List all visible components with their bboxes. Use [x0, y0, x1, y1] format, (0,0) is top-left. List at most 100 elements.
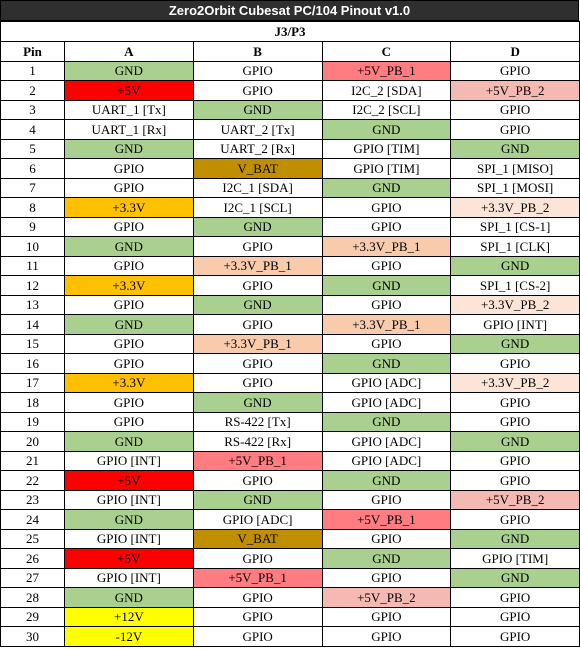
pin-cell-c: +3.3V_PB_1 [321, 236, 452, 257]
pin-cell-c: GPIO [TIM] [321, 138, 452, 159]
pin-cell-b: GPIO [192, 626, 323, 647]
pin-cell-d: SPI_1 [MISO] [450, 158, 580, 179]
pin-cell-a: UART_1 [Tx] [64, 99, 194, 120]
pin-cell-c: GPIO [ADC] [321, 431, 452, 452]
pin-cell-a: GPIO [INT] [64, 450, 194, 471]
pin-cell-c: +5V_PB_2 [321, 587, 452, 608]
pin-cell-c: +5V_PB_1 [321, 509, 452, 530]
pin-cell-d: GPIO [TIM] [450, 548, 580, 569]
pin-number: 5 [0, 138, 65, 159]
pin-cell-b: +3.3V_PB_1 [192, 333, 323, 354]
pin-cell-d: GND [450, 333, 580, 354]
pin-cell-b: +3.3V_PB_1 [192, 255, 323, 276]
pin-number: 21 [0, 450, 65, 471]
table-row: 26 +5V GPIO GND GPIO [TIM] [0, 548, 580, 569]
table-row: 21 GPIO [INT] +5V_PB_1 GPIO [ADC] GPIO [0, 450, 580, 471]
pin-cell-c: GPIO [321, 255, 452, 276]
table-row: 29 +12V GPIO GPIO GPIO [0, 606, 580, 627]
pin-cell-d: GND [450, 431, 580, 452]
pin-cell-a: GPIO [64, 411, 194, 432]
pin-cell-c: GPIO [TIM] [321, 158, 452, 179]
pin-cell-d: GPIO [450, 392, 580, 413]
pin-cell-d: GPIO [450, 626, 580, 647]
table-row: 7 GPIO I2C_1 [SDA] GND SPI_1 [MOSI] [0, 177, 580, 198]
pin-cell-c: GPIO [ADC] [321, 392, 452, 413]
pin-cell-b: UART_2 [Rx] [192, 138, 323, 159]
pin-cell-b: GND [192, 489, 323, 510]
column-header-row: Pin A B C D [0, 41, 580, 62]
pin-cell-c: GND [321, 119, 452, 140]
pin-cell-b: GPIO [192, 587, 323, 608]
table-row: 27 GPIO [INT] +5V_PB_1 GPIO GND [0, 567, 580, 588]
pin-cell-c: GPIO [321, 489, 452, 510]
pin-cell-c: GND [321, 470, 452, 491]
pin-cell-b: UART_2 [Tx] [192, 119, 323, 140]
pin-cell-a: GPIO [64, 333, 194, 354]
pin-number: 24 [0, 509, 65, 530]
table-row: 24 GND GPIO [ADC] +5V_PB_1 GPIO [0, 509, 580, 530]
pin-cell-c: GPIO [ADC] [321, 372, 452, 393]
pin-cell-b: GPIO [192, 353, 323, 374]
pin-cell-c: GPIO [321, 606, 452, 627]
pin-cell-a: GPIO [64, 216, 194, 237]
pin-cell-c: GND [321, 411, 452, 432]
pin-cell-b: V_BAT [192, 158, 323, 179]
table-row: 14 GND GPIO +3.3V_PB_1 GPIO [INT] [0, 314, 580, 335]
pin-cell-d: GND [450, 255, 580, 276]
table-row: 17 +3.3V GPIO GPIO [ADC] +3.3V_PB_2 [0, 372, 580, 393]
table-row: 10 GND GPIO +3.3V_PB_1 SPI_1 [CLK] [0, 236, 580, 257]
pin-cell-d: +5V_PB_2 [450, 80, 580, 101]
table-row: 20 GND RS-422 [Rx] GPIO [ADC] GND [0, 431, 580, 452]
pin-number: 16 [0, 353, 65, 374]
header-b: B [192, 41, 323, 62]
pin-number: 10 [0, 236, 65, 257]
header-a: A [64, 41, 194, 62]
pin-cell-d: GPIO [450, 450, 580, 471]
pin-number: 15 [0, 333, 65, 354]
pin-cell-b: GND [192, 294, 323, 315]
table-row: 30 -12V GPIO GPIO GPIO [0, 626, 580, 647]
pin-cell-a: -12V [64, 626, 194, 647]
table-row: 23 GPIO [INT] GND GPIO +5V_PB_2 [0, 489, 580, 510]
table-row: 15 GPIO +3.3V_PB_1 GPIO GND [0, 333, 580, 354]
header-pin: Pin [0, 41, 65, 62]
pin-number: 13 [0, 294, 65, 315]
pin-cell-c: GND [321, 177, 452, 198]
pin-cell-d: GND [450, 138, 580, 159]
pin-cell-b: GPIO [192, 548, 323, 569]
pin-number: 6 [0, 158, 65, 179]
pin-cell-a: +5V [64, 80, 194, 101]
pin-cell-d: +3.3V_PB_2 [450, 372, 580, 393]
pin-number: 28 [0, 587, 65, 608]
pin-cell-b: RS-422 [Rx] [192, 431, 323, 452]
pin-cell-b: RS-422 [Tx] [192, 411, 323, 432]
pin-cell-a: +3.3V [64, 372, 194, 393]
pin-cell-c: GPIO [ADC] [321, 450, 452, 471]
pin-number: 17 [0, 372, 65, 393]
pin-cell-b: GPIO [ADC] [192, 509, 323, 530]
pin-cell-d: GPIO [INT] [450, 314, 580, 335]
pin-cell-c: GPIO [321, 528, 452, 549]
pin-cell-b: +5V_PB_1 [192, 450, 323, 471]
pin-cell-d: GPIO [450, 411, 580, 432]
table-row: 18 GPIO GND GPIO [ADC] GPIO [0, 392, 580, 413]
pin-cell-b: GPIO [192, 314, 323, 335]
pin-number: 26 [0, 548, 65, 569]
pin-cell-d: GND [450, 528, 580, 549]
table-row: 19 GPIO RS-422 [Tx] GND GPIO [0, 411, 580, 432]
pin-cell-d: GPIO [450, 353, 580, 374]
table-row: 2 +5V GPIO I2C_2 [SDA] +5V_PB_2 [0, 80, 580, 101]
table-row: 16 GPIO GPIO GND GPIO [0, 353, 580, 374]
pin-number: 14 [0, 314, 65, 335]
pin-cell-b: +5V_PB_1 [192, 567, 323, 588]
table-row: 3 UART_1 [Tx] GND I2C_2 [SCL] GPIO [0, 99, 580, 120]
pin-cell-b: GPIO [192, 236, 323, 257]
table-row: 28 GND GPIO +5V_PB_2 GPIO [0, 587, 580, 608]
table-row: 13 GPIO GND GPIO +3.3V_PB_2 [0, 294, 580, 315]
connector-label: J3/P3 [0, 21, 580, 42]
pin-cell-c: I2C_2 [SCL] [321, 99, 452, 120]
pin-number: 18 [0, 392, 65, 413]
pin-cell-c: GND [321, 275, 452, 296]
pin-number: 27 [0, 567, 65, 588]
pin-cell-a: GND [64, 236, 194, 257]
